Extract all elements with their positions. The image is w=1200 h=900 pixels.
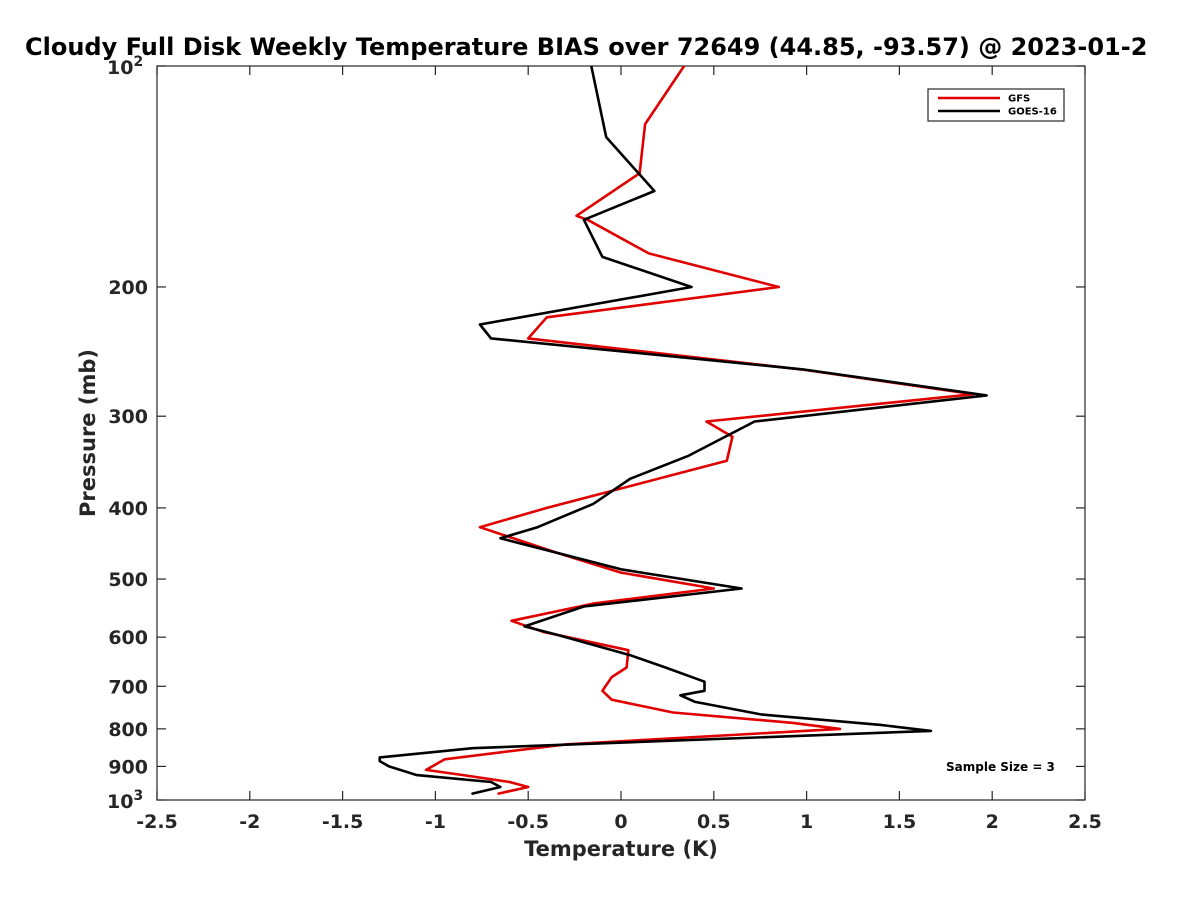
x-tick-label: 2 — [986, 811, 999, 833]
x-tick-label: -2 — [239, 811, 260, 833]
legend-label: GFS — [1008, 94, 1030, 105]
y-axis-label: Pressure (mb) — [76, 349, 100, 517]
y-tick-label: 700 — [108, 676, 148, 698]
x-tick-label: -1.5 — [322, 811, 364, 833]
y-tick-label: 400 — [108, 498, 148, 520]
x-tick-label: -0.5 — [507, 811, 549, 833]
y-tick-label: 900 — [108, 756, 148, 778]
y-tick-label: 600 — [108, 627, 148, 649]
x-tick-label: 0 — [614, 811, 627, 833]
x-tick-label: -1 — [425, 811, 446, 833]
y-tick-label: 800 — [108, 719, 148, 741]
x-tick-label: 0.5 — [697, 811, 731, 833]
chart-title: Cloudy Full Disk Weekly Temperature BIAS… — [25, 33, 1147, 61]
x-tick-label: -2.5 — [136, 811, 178, 833]
x-tick-label: 2.5 — [1068, 811, 1102, 833]
y-tick-label: 500 — [108, 569, 148, 591]
legend-box — [927, 88, 1065, 122]
x-axis-label: Temperature (K) — [524, 837, 718, 861]
series-line-goes-16 — [378, 66, 988, 795]
y-tick-label: 300 — [108, 406, 148, 428]
sample-size-annotation: Sample Size = 3 — [946, 760, 1055, 774]
y-tick-label: 200 — [108, 277, 148, 299]
legend: GFS GOES-16 — [927, 88, 1065, 122]
legend-label: GOES-16 — [1008, 107, 1057, 118]
x-tick-label: 1 — [800, 811, 813, 833]
x-tick-label: 1.5 — [883, 811, 917, 833]
